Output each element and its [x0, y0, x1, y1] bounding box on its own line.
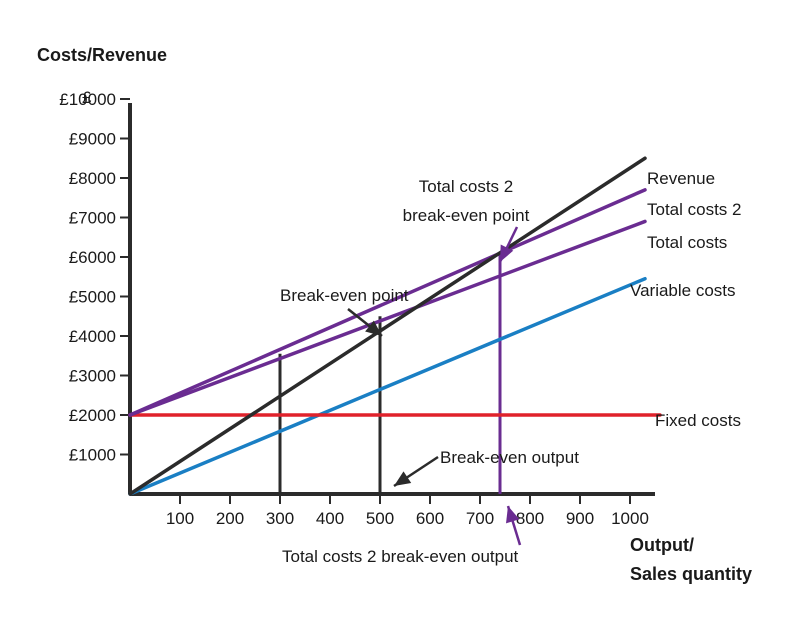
y-axis-title: Costs/Revenue	[37, 45, 167, 65]
y-tick-label: £4000	[69, 327, 116, 346]
x-axis-title-line1: Output/	[630, 535, 694, 555]
total-costs-2-break-even-output-label: Total costs 2 break-even output	[282, 547, 519, 566]
series-label-total-costs: Total costs	[647, 233, 727, 252]
x-tick-label: 100	[166, 509, 194, 528]
y-tick-label: £3000	[69, 367, 116, 386]
x-tick-label: 200	[216, 509, 244, 528]
break-even-point-label: Break-even point	[280, 286, 409, 305]
plot-area: £1000 £2000 £3000 £4000 £5000 £6000 £7000 £8000…	[59, 90, 741, 566]
x-tick-label: 800	[516, 509, 544, 528]
break-even-point-arrow-head	[365, 320, 382, 336]
series-label-variable-costs: Variable costs	[630, 281, 736, 300]
y-tick-label: £7000	[69, 209, 116, 228]
x-tick-label: 400	[316, 509, 344, 528]
y-tick-label: £8000	[69, 169, 116, 188]
total-costs-2-bep-arrow-head	[500, 244, 514, 262]
y-tick-label: £6000	[69, 248, 116, 267]
x-tick-label: 300	[266, 509, 294, 528]
x-axis-title-line2: Sales quantity	[630, 564, 752, 584]
break-even-output-arrow-head	[394, 471, 412, 486]
series-line-revenue	[128, 156, 647, 496]
total-costs-2-bep-label-line1: Total costs 2	[419, 177, 514, 196]
x-tick-label: 600	[416, 509, 444, 528]
total-costs-2-beo-arrow-head	[506, 506, 520, 524]
break-even-output-label: Break-even output	[440, 448, 579, 467]
y-tick-label: £9000	[69, 130, 116, 149]
series-label-revenue: Revenue	[647, 169, 715, 188]
series-label-fixed-costs: Fixed costs	[655, 411, 741, 430]
series-line-total-costs	[128, 219, 647, 417]
x-tick-label: 500	[366, 509, 394, 528]
series-line-variable-costs	[128, 276, 647, 496]
series-label-total-costs-2: Total costs 2	[647, 200, 742, 219]
total-costs-2-bep-label-line2: break-even point	[403, 206, 530, 225]
y-tick-label: £5000	[69, 288, 116, 307]
series-line-total-costs-2	[128, 188, 647, 417]
y-axis-unit: £	[82, 88, 92, 107]
x-tick-label: 1000	[611, 509, 649, 528]
x-tick-label: 700	[466, 509, 494, 528]
x-tick-label: 900	[566, 509, 594, 528]
y-tick-label: £1000	[69, 446, 116, 465]
y-tick-label: £10000	[59, 90, 116, 109]
y-tick-label: £2000	[69, 406, 116, 425]
